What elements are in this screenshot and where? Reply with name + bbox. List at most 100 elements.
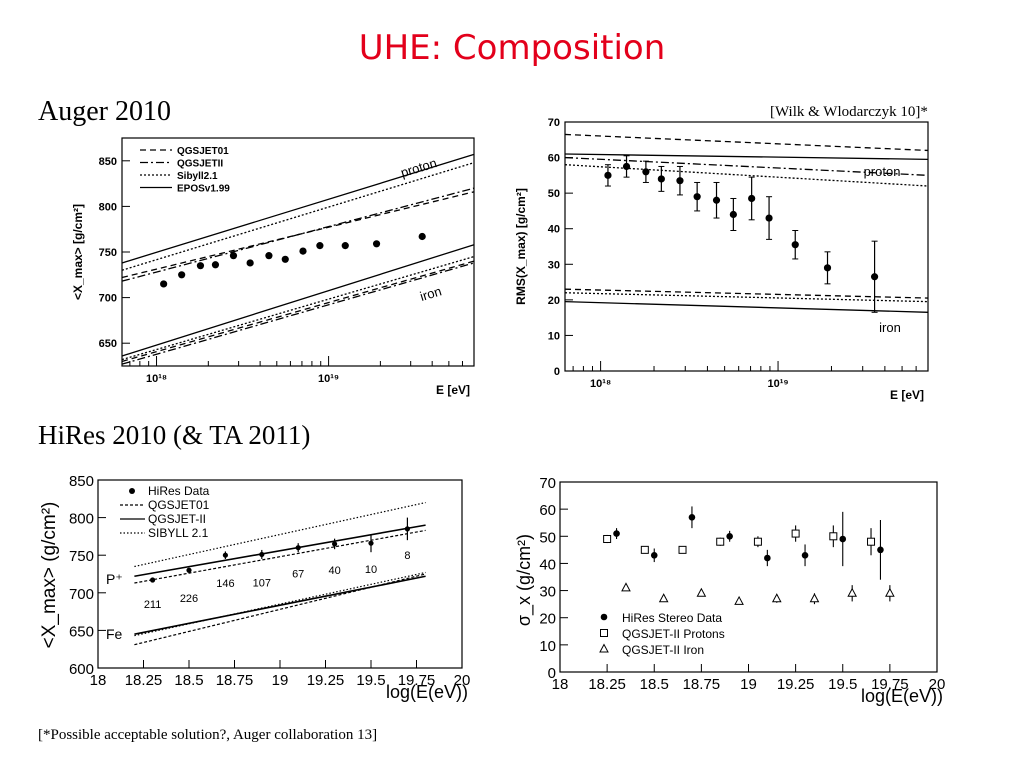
hires-xmax-legend-entry: HiRes Data (148, 484, 210, 498)
auger-rms-data-point (604, 171, 612, 179)
hires-xmax-x-tick-label: 18.75 (216, 672, 254, 689)
auger-xmax-data-point (211, 261, 220, 269)
hires-sigma-proton-point (867, 537, 876, 546)
auger-xmax-y-tick-label: 850 (99, 156, 117, 168)
hires-xmax-x-tick-label: 19.75 (398, 672, 436, 689)
hires-sigma-legend-swatch (599, 643, 609, 653)
auger-xmax-data-point (246, 259, 254, 267)
auger-rms-annotation-iron: iron (879, 320, 901, 335)
auger-xmax-annotation-proton: proton (399, 155, 439, 180)
hires-xmax-y-tick-label: 600 (69, 661, 94, 678)
hires-sigma-x-tick-label: 19.5 (828, 676, 857, 693)
auger-xmax-y-axis-label: <X_max> [g/cm²] (71, 204, 85, 300)
auger-rms-x-axis-label: E [eV] (890, 388, 924, 402)
hires-xmax-legend-entry: QGSJET-II (148, 512, 206, 526)
auger-rms-frame (564, 121, 929, 372)
hires-sigma-iron-point (809, 593, 820, 603)
hires-sigma-data-point (877, 546, 884, 554)
hires-xmax-y-tick-label: 850 (69, 473, 94, 490)
auger-rms-y-tick-label: 10 (548, 330, 560, 342)
hires-xmax-model-line-sibyll-2-1 (134, 501, 426, 568)
auger-xmax-data-point (160, 280, 168, 288)
hires-sigma-y-tick-label: 70 (539, 475, 556, 492)
auger-xmax-legend-entry: EPOSv1.99 (177, 184, 230, 195)
hires-sigma-proton-point (716, 537, 725, 546)
hires-sigma-x-tick-label: 20 (929, 676, 946, 693)
auger-xmax-model-line-qgsjetii (121, 187, 475, 282)
hires-xmax-data-point (404, 526, 410, 532)
auger-xmax-data-point (316, 242, 324, 250)
hires-sigma-iron-point (658, 593, 669, 603)
hires-sigma-proton-point (791, 529, 800, 538)
hires-sigma-data-point (688, 513, 696, 521)
auger-xmax-x-tick-label: 10¹⁹ (318, 373, 339, 385)
auger-rms-y-tick-label: 0 (554, 366, 560, 378)
auger-label: Auger 2010 (38, 96, 171, 127)
hires-sigma-y-tick-label: 20 (539, 611, 556, 628)
hires-xmax-legend-entry: QGSJET01 (148, 498, 210, 512)
auger-rms-model-line-proton-solid (564, 153, 929, 160)
hires-xmax-x-axis-label: log(E(eV)) (386, 682, 468, 702)
auger-rms-y-tick-label: 50 (548, 188, 560, 200)
hires-sigma-legend-swatch (600, 613, 608, 621)
auger-xmax-legend-entry: QGSJET01 (177, 146, 229, 157)
hires-xmax-x-tick-label: 18.5 (174, 672, 203, 689)
hires-sigma-proton-point (640, 545, 649, 554)
auger-xmax-data-point (265, 252, 273, 260)
auger-rms-y-tick-label: 70 (548, 117, 560, 129)
hires-xmax-x-tick-label: 18.25 (125, 672, 163, 689)
auger-xmax-legend-entry: Sibyll2.1 (177, 171, 218, 182)
hires-xmax-model-line-sibyll-2-1 (134, 571, 426, 637)
hires-sigma-data-point (726, 532, 733, 540)
auger-xmax-data-point (341, 242, 349, 250)
hires-xmax-event-count: 226 (180, 593, 198, 605)
hires-label: HiRes 2010 (& TA 2011) (38, 420, 311, 450)
auger-xmax-data-point (229, 252, 238, 260)
hires-sigma-x-axis-label: log(E(eV)) (861, 686, 943, 706)
hires-xmax-legend-swatch (129, 488, 135, 494)
hires-xmax-data-point (186, 567, 192, 573)
hires-sigma-x-tick-label: 19.75 (871, 676, 909, 693)
hires-xmax-event-count: 107 (253, 577, 271, 589)
auger-xmax-legend-entry: QGSJETII (177, 159, 223, 170)
hires-xmax-x-tick-label: 19 (272, 672, 289, 689)
auger-rms-data-point (765, 214, 773, 222)
auger-xmax-model-line-sibyll2-1 (121, 162, 475, 271)
auger-rms-model-line-iron-dotted (564, 292, 929, 303)
hires-sigma-legend-entry: HiRes Stereo Data (622, 611, 722, 625)
auger-rms-model-line-proton-dashed (564, 133, 929, 152)
auger-xmax-data-point (372, 240, 381, 248)
hires-sigma-x-tick-label: 19 (740, 676, 757, 693)
hires-sigma-y-tick-label: 40 (539, 556, 556, 573)
hires-sigma-iron-point (885, 587, 895, 597)
hires-xmax-event-count: 40 (328, 565, 340, 577)
auger-xmax-model-line-eposv1-99 (121, 244, 475, 357)
hires-xmax-y-axis-label: <X_max> (g/cm²) (39, 502, 60, 649)
auger-xmax-data-point (299, 247, 307, 255)
hires-sigma-iron-point (847, 587, 858, 597)
auger-rms-data-point (642, 168, 650, 176)
hires-xmax-model-line-qgsjet-ii (134, 524, 426, 578)
hires-sigma-proton-point (753, 537, 762, 546)
hires-sigma-y-tick-label: 30 (539, 584, 556, 601)
hires-sigma-y-tick-label: 0 (548, 665, 556, 682)
auger-rms-data-point (729, 210, 737, 219)
hires-sigma-legend-entry: QGSJET-II Iron (622, 643, 704, 657)
footnote: [*Possible acceptable solution?, Auger c… (38, 727, 378, 743)
hires-sigma-proton-point (603, 535, 612, 543)
auger-rms-model-line-iron-dashed (564, 288, 929, 299)
hires-xmax-legend-entry: SIBYLL 2.1 (148, 526, 209, 540)
hires-sigma-y-tick-label: 10 (539, 638, 556, 655)
auger-rms-data-point (748, 194, 756, 203)
auger-rms-data-point (622, 162, 631, 171)
auger-xmax-y-tick-label: 700 (99, 293, 117, 305)
auger-rms-model-line-proton-dashdot (564, 156, 929, 177)
auger-xmax-y-tick-label: 650 (99, 338, 117, 350)
hires-xmax-x-tick-label: 18 (90, 672, 107, 689)
auger-xmax-y-tick-label: 800 (99, 201, 117, 213)
auger-xmax-data-point (418, 232, 426, 241)
slide-title: UHE: Composition (358, 28, 666, 68)
hires-sigma-legend-entry: QGSJET-II Protons (622, 627, 725, 641)
hires-sigma-data-point (839, 535, 847, 543)
